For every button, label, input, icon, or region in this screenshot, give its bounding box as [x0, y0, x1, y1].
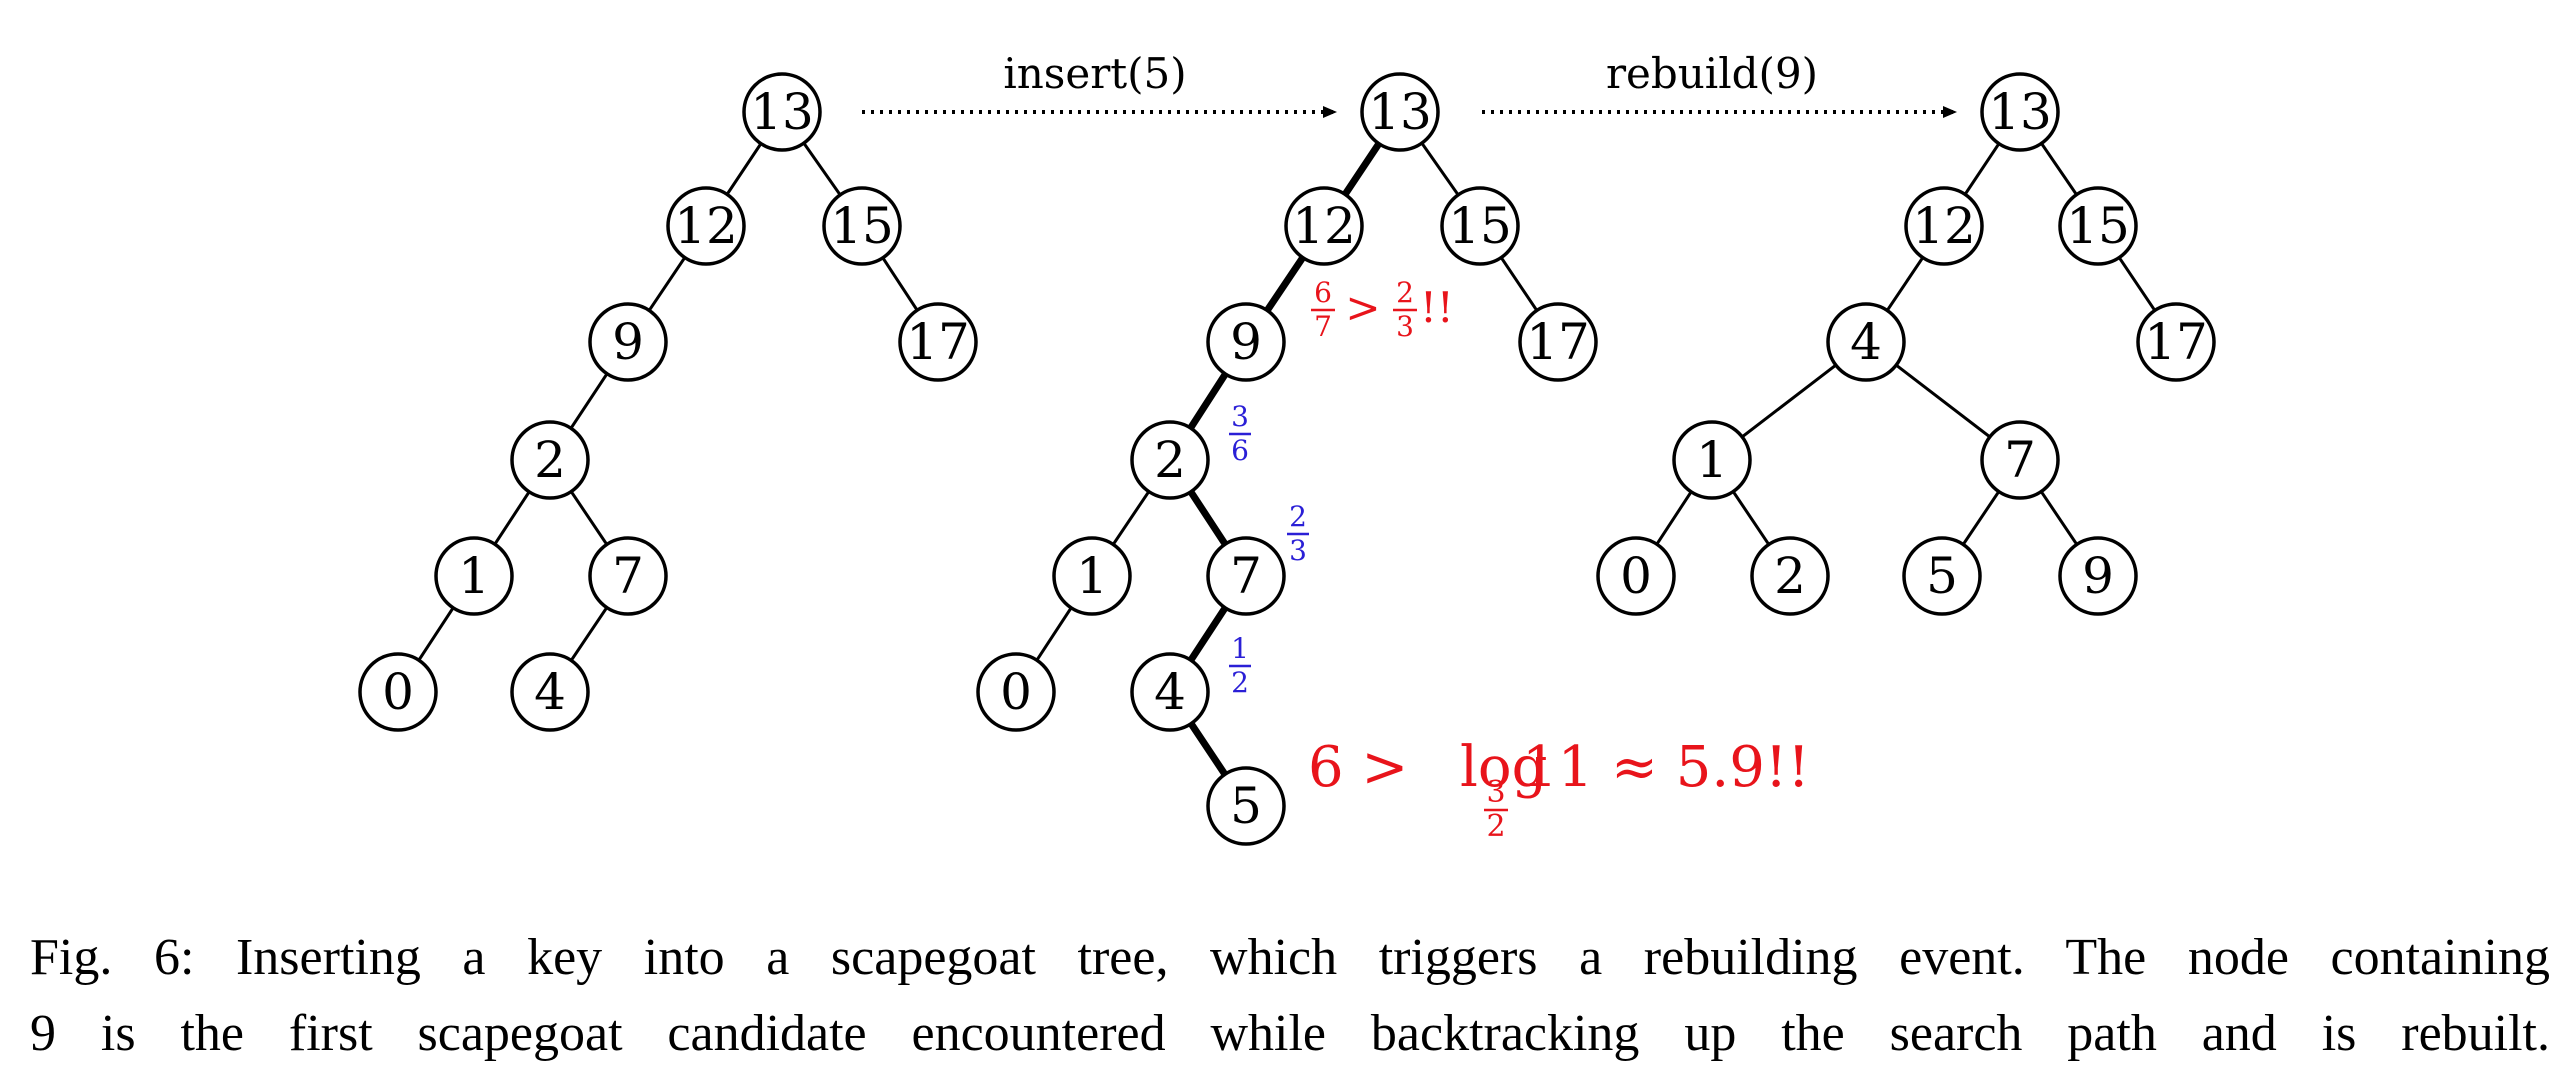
tree-node-key: 15	[2066, 197, 2130, 255]
tree-node-12: 12	[1904, 186, 1984, 266]
ratio-numerator: 3	[1231, 400, 1249, 433]
tree-node-0: 0	[358, 652, 438, 732]
depth-base-den: 2	[1486, 809, 1505, 844]
scapegoat-rhs-den: 3	[1396, 310, 1414, 343]
tree-node-17: 17	[898, 302, 978, 382]
ratio-numerator: 1	[1231, 632, 1249, 665]
tree-node-key: 9	[612, 313, 644, 371]
tree-node-7: 7	[588, 536, 668, 616]
tree-node-key: 12	[1912, 197, 1976, 255]
scapegoat-op: >	[1345, 283, 1380, 332]
tree-node-1: 1	[1052, 536, 1132, 616]
tree-node-key: 1	[1076, 547, 1108, 605]
tree-node-13: 13	[1360, 72, 1440, 152]
tree-node-key: 1	[458, 547, 490, 605]
tree-node-key: 4	[534, 663, 566, 721]
tree-node-key: 9	[1230, 313, 1262, 371]
tree-node-12: 12	[666, 186, 746, 266]
tree-node-key: 0	[382, 663, 414, 721]
scapegoat-lhs-den: 7	[1314, 310, 1332, 343]
tree-node-key: 2	[534, 431, 566, 489]
tree-node-1: 1	[434, 536, 514, 616]
tree-node-key: 5	[1230, 777, 1262, 835]
tree-node-0: 0	[1596, 536, 1676, 616]
tree-node-key: 17	[906, 313, 970, 371]
tree-node-key: 0	[1620, 547, 1652, 605]
tree-node-17: 17	[1518, 302, 1598, 382]
tree-node-4: 4	[1826, 302, 1906, 382]
tree-node-0: 0	[976, 652, 1056, 732]
tree-node-5: 5	[1902, 536, 1982, 616]
depth-lhs: 6 >	[1308, 735, 1408, 800]
tree-node-9: 9	[2058, 536, 2138, 616]
tree-node-key: 7	[2004, 431, 2036, 489]
tree-node-15: 15	[822, 186, 902, 266]
tree-node-4: 4	[1130, 652, 1210, 732]
tree-node-12: 12	[1284, 186, 1364, 266]
tree-node-key: 9	[2082, 547, 2114, 605]
tree-node-key: 4	[1850, 313, 1882, 371]
scapegoat-lhs-num: 6	[1314, 276, 1332, 309]
depth-violation-note: 6 > log 3 2 11 ≈ 5.9!!	[1308, 735, 1810, 844]
caption-line-1: Fig. 6: Inserting a key into a scapegoat…	[30, 929, 2550, 986]
tree-node-15: 15	[2058, 186, 2138, 266]
tree-node-key: 15	[1448, 197, 1512, 255]
ratio-numerator: 2	[1289, 500, 1307, 533]
tree-node-key: 4	[1154, 663, 1186, 721]
tree-node-key: 0	[1000, 663, 1032, 721]
tree-node-key: 13	[750, 83, 814, 141]
insert-arrow-label: insert(5)	[1003, 49, 1186, 98]
tree-node-4: 4	[510, 652, 590, 732]
tree-node-5: 5	[1206, 766, 1286, 846]
tree-node-key: 2	[1774, 547, 1806, 605]
tree-node-9: 9	[588, 302, 668, 382]
tree-node-2: 2	[1130, 420, 1210, 500]
tree-node-17: 17	[2136, 302, 2216, 382]
tree-node-13: 13	[1980, 72, 2060, 152]
tree-node-key: 12	[674, 197, 738, 255]
scapegoat-bang: !!	[1420, 283, 1454, 332]
rebuild-arrow-label: rebuild(9)	[1606, 49, 1818, 98]
tree-node-key: 17	[1526, 313, 1590, 371]
tree-node-7: 7	[1980, 420, 2060, 500]
tree-node-15: 15	[1440, 186, 1520, 266]
tree-node-7: 7	[1206, 536, 1286, 616]
depth-log: log	[1460, 735, 1547, 800]
tree-node-key: 1	[1696, 431, 1728, 489]
ratio-denominator: 2	[1231, 666, 1249, 699]
tree-node-key: 12	[1292, 197, 1356, 255]
tree-node-9: 9	[1206, 302, 1286, 382]
ratio-denominator: 6	[1231, 434, 1249, 467]
tree-node-key: 13	[1368, 83, 1432, 141]
tree-node-key: 13	[1988, 83, 2052, 141]
tree-node-2: 2	[510, 420, 590, 500]
scapegoat-rhs-num: 2	[1396, 276, 1414, 309]
tree-node-key: 15	[830, 197, 894, 255]
tree-node-key: 5	[1926, 547, 1958, 605]
ratio-denominator: 3	[1289, 534, 1307, 567]
depth-base-num: 3	[1486, 775, 1505, 810]
tree-node-key: 7	[1230, 547, 1262, 605]
tree-node-key: 2	[1154, 431, 1186, 489]
tree-node-2: 2	[1750, 536, 1830, 616]
tree-node-1: 1	[1672, 420, 1752, 500]
caption-line-2: 9 is the first scapegoat candidate encou…	[30, 1005, 2550, 1062]
figure-caption: Fig. 6: Inserting a key into a scapegoat…	[30, 920, 2550, 1072]
tree-node-key: 7	[612, 547, 644, 605]
tree-node-key: 17	[2144, 313, 2208, 371]
scapegoat-ratio-note: 6 7 > 2 3 !!	[1311, 276, 1454, 343]
depth-rhs: 11 ≈ 5.9!!	[1522, 735, 1810, 800]
tree-node-13: 13	[742, 72, 822, 152]
